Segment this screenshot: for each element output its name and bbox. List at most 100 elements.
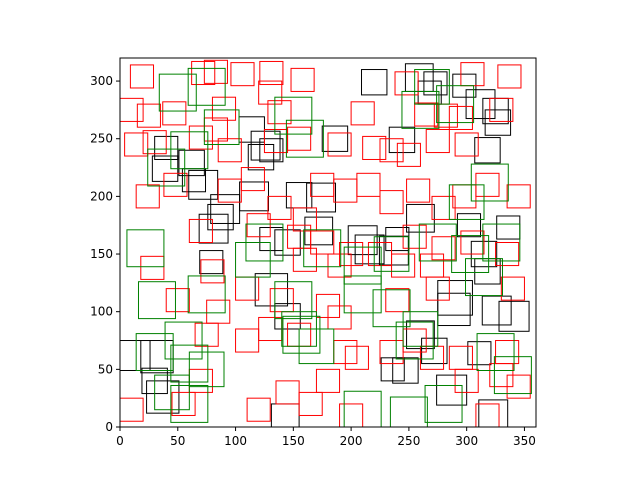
square-marker-black-39 [437, 292, 471, 327]
square-marker-red-40 [333, 178, 358, 203]
square-marker-black-10 [474, 137, 501, 164]
square-marker-green-12 [126, 229, 165, 268]
x-tick-label: 100 [224, 434, 247, 448]
square-marker-green-26 [372, 289, 411, 328]
square-marker-green-40 [170, 384, 209, 423]
square-marker-red-4 [259, 60, 284, 86]
square-marker-green-17 [373, 236, 410, 272]
square-marker-red-33 [135, 184, 160, 209]
square-marker-red-70 [385, 288, 410, 313]
square-marker-black-9 [321, 125, 349, 152]
square-marker-red-92 [454, 368, 479, 393]
x-axis: 0 50 100 150 200 250 300 350 [116, 427, 536, 448]
square-marker-red-30 [396, 142, 421, 167]
square-marker-red-16 [414, 102, 439, 127]
square-marker-green-10 [448, 184, 485, 220]
square-marker-black-30 [354, 234, 385, 265]
square-marker-green-34 [395, 321, 434, 360]
series-black [120, 63, 530, 427]
square-marker-black-52 [146, 380, 180, 414]
square-marker-black-45 [406, 320, 435, 350]
square-marker-green-35 [402, 311, 439, 347]
square-marker-red-59 [200, 259, 225, 284]
x-tick-label: 350 [513, 434, 536, 448]
square-marker-red-69 [327, 305, 352, 330]
square-marker-green-9 [470, 163, 509, 202]
square-marker-red-43 [406, 178, 431, 203]
square-marker-green-25 [343, 275, 382, 314]
square-marker-red-18 [448, 105, 473, 130]
square-marker-black-38 [437, 280, 473, 316]
square-marker-green-5 [414, 69, 450, 105]
y-tick-label: 0 [105, 420, 113, 434]
square-marker-red-0 [129, 64, 155, 89]
square-marker-green-24 [274, 281, 313, 320]
square-marker-black-19 [259, 138, 284, 163]
square-marker-red-79 [379, 340, 404, 365]
square-marker-red-56 [460, 230, 485, 255]
x-tick-label: 200 [340, 434, 363, 448]
square-marker-green-8 [203, 109, 240, 145]
square-marker-red-2 [203, 59, 228, 84]
square-marker-red-51 [310, 230, 335, 255]
square-marker-black-3 [417, 80, 442, 105]
square-marker-red-57 [495, 242, 520, 267]
square-marker-black-14 [181, 168, 207, 193]
square-marker-red-15 [350, 101, 375, 126]
x-tick-label: 150 [282, 434, 305, 448]
square-marker-red-36 [240, 167, 265, 192]
square-marker-green-42 [389, 396, 428, 427]
square-marker-red-13 [258, 80, 283, 105]
x-tick-label: 50 [170, 434, 185, 448]
square-marker-black-2 [484, 109, 512, 136]
square-marker-green-11 [147, 148, 186, 187]
square-marker-black-15 [188, 169, 219, 200]
square-marker-black-49 [120, 340, 151, 371]
square-marker-red-53 [367, 242, 393, 267]
square-marker-red-41 [356, 172, 381, 197]
square-marker-red-90 [315, 368, 341, 393]
y-tick-label: 300 [90, 74, 113, 88]
square-marker-red-9 [120, 97, 144, 122]
square-marker-black-35 [496, 215, 521, 240]
square-marker-red-32 [454, 132, 479, 157]
y-tick-label: 200 [90, 189, 113, 203]
square-marker-red-65 [206, 299, 231, 324]
square-marker-red-88 [275, 380, 300, 405]
square-marker-red-86 [188, 368, 213, 393]
square-marker-red-42 [379, 190, 404, 215]
square-marker-green-22 [137, 281, 176, 320]
square-marker-red-28 [362, 135, 387, 160]
square-marker-red-3 [230, 62, 255, 87]
square-marker-black-46 [421, 337, 448, 365]
square-marker-red-25 [263, 128, 289, 154]
square-marker-red-61 [327, 253, 352, 278]
square-marker-red-22 [188, 125, 213, 150]
chart-marks [120, 59, 532, 427]
square-marker-red-60 [292, 247, 317, 272]
square-marker-green-20 [465, 258, 503, 297]
square-marker-green-36 [476, 333, 515, 371]
square-marker-red-38 [292, 207, 317, 232]
square-marker-green-2 [274, 96, 313, 135]
square-marker-black-33 [406, 203, 435, 233]
square-marker-black-53 [436, 374, 468, 406]
square-marker-black-23 [210, 194, 241, 224]
square-marker-black-21 [306, 182, 337, 213]
square-marker-black-42 [199, 250, 224, 275]
square-marker-black-7 [361, 69, 388, 96]
square-marker-red-44 [431, 195, 456, 220]
square-marker-red-8 [497, 64, 522, 89]
square-marker-green-3 [401, 90, 440, 129]
y-tick-label: 50 [98, 362, 113, 376]
series-green [126, 67, 532, 427]
square-marker-red-85 [171, 391, 196, 416]
square-marker-green-23 [187, 275, 226, 314]
y-tick-label: 250 [90, 132, 113, 146]
square-marker-red-45 [452, 184, 477, 209]
square-marker-red-87 [246, 397, 271, 422]
square-marker-red-74 [235, 328, 260, 353]
square-marker-red-83 [495, 340, 520, 365]
square-marker-green-32 [188, 351, 225, 388]
square-marker-black-48 [380, 357, 405, 382]
